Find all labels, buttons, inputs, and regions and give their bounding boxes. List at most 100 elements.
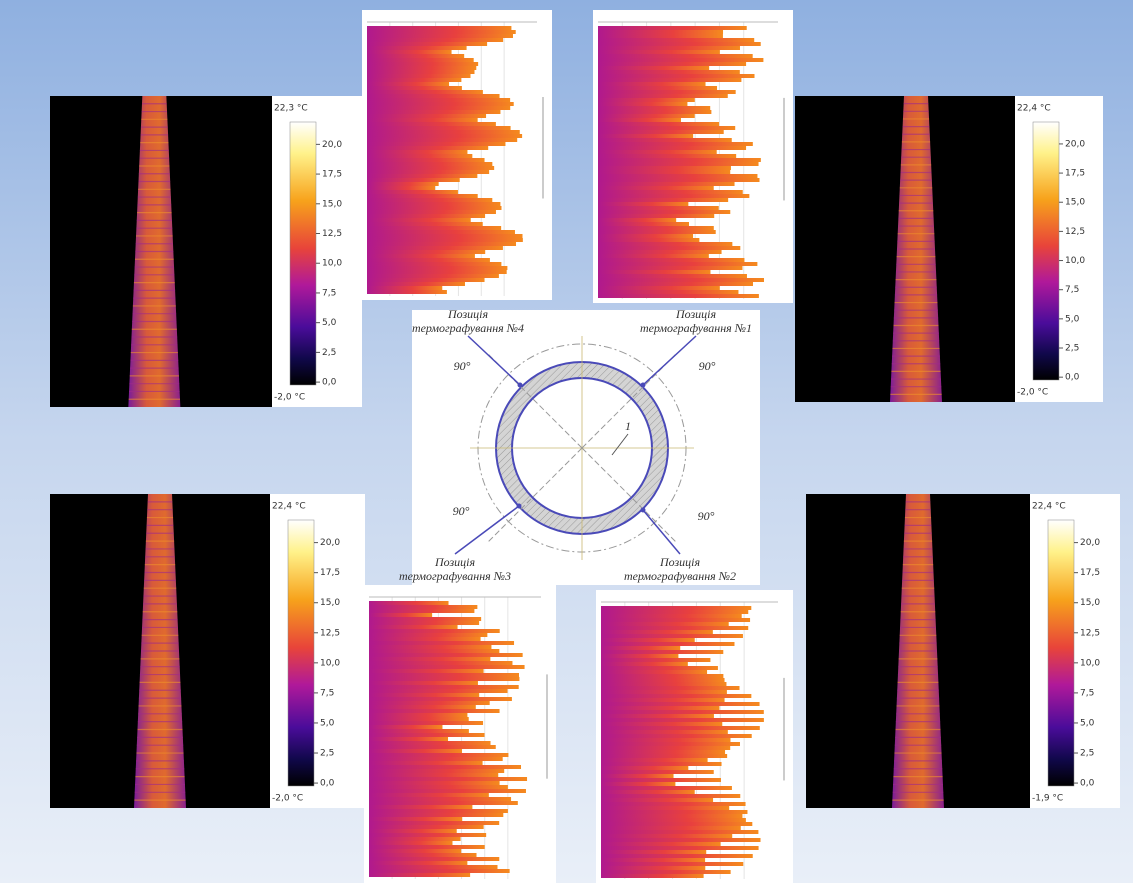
profile-bar: [601, 674, 723, 678]
profile-bar: [367, 218, 471, 222]
profile-bar: [598, 122, 719, 126]
profile-bar: [367, 110, 500, 114]
profile-bar: [601, 838, 761, 842]
colorbar-tick-label: 17,5: [322, 170, 342, 180]
profile-bar: [598, 82, 706, 86]
profile-bar: [367, 230, 515, 234]
profile-bar: [367, 50, 452, 54]
profile-bar: [598, 202, 688, 206]
profile-bar: [369, 613, 432, 617]
profile-bar: [598, 178, 760, 182]
colorbar-tick-label: 0,0: [1080, 779, 1095, 789]
angle-label: 90°: [454, 359, 471, 373]
profile-bar: [598, 246, 740, 250]
profile-side-text: [546, 674, 548, 778]
profile-bar: [369, 713, 467, 717]
profile-bar: [598, 86, 717, 90]
profile-bar: [598, 50, 720, 54]
profile-bar: [601, 654, 678, 658]
colorbar-tick-label: 10,0: [320, 658, 340, 668]
profile-bar: [598, 78, 741, 82]
profile-bar: [367, 118, 478, 122]
profile-bar: [601, 798, 713, 802]
colorbar-tick-label: 10,0: [322, 259, 342, 269]
profile-bar: [598, 266, 742, 270]
profile-bar: [369, 681, 478, 685]
profile-bar: [601, 642, 734, 646]
colorbar-tick-label: 7,5: [1065, 285, 1079, 295]
profile-bar: [601, 678, 725, 682]
profile-bar: [598, 258, 744, 262]
profile-bar: [367, 174, 477, 178]
profile-bar: [369, 717, 469, 721]
profile-bar: [601, 782, 675, 786]
colorbar-min: -2,0 °C: [272, 794, 303, 804]
profile-bar: [598, 238, 699, 242]
profile-bar: [367, 134, 522, 138]
profile-bar: [367, 126, 511, 130]
profile-bar: [369, 749, 462, 753]
profile-bar: [601, 818, 746, 822]
collage: 22,3 °C-2,0 °C20,017,515,012,510,07,55,0…: [0, 0, 1133, 883]
profile-bar: [598, 58, 763, 62]
profile-bar: [369, 653, 523, 657]
profile-bar: [367, 282, 465, 286]
profile-bar: [598, 142, 753, 146]
profile-bar: [601, 770, 714, 774]
colorbar-tick-label: 5,0: [1065, 314, 1080, 324]
colorbar-tick-label: 20,0: [320, 538, 340, 548]
profile-bar: [369, 709, 500, 713]
profile-bar: [598, 130, 724, 134]
profile-bar: [601, 826, 741, 830]
profile-bar: [598, 170, 730, 174]
profile-bar: [367, 86, 462, 90]
profile-bar: [601, 634, 743, 638]
profile-bar: [367, 62, 478, 66]
profile-bar: [601, 830, 758, 834]
profile-bar: [601, 722, 722, 726]
profile-bar: [367, 94, 500, 98]
profile-bar: [367, 66, 476, 70]
profile-bar: [369, 645, 491, 649]
profile-bar: [601, 714, 714, 718]
colorbar-tick-label: 7,5: [1080, 688, 1094, 698]
profile-bar: [367, 98, 510, 102]
profile-bar: [598, 242, 732, 246]
profile-bar: [369, 869, 510, 873]
profile-bar: [601, 622, 729, 626]
colorbar-tick-label: 12,5: [320, 628, 340, 638]
profile-bar: [367, 186, 435, 190]
profile-bar: [601, 666, 718, 670]
profile-bar: [369, 685, 519, 689]
profile-bar: [601, 610, 748, 614]
profile-bar: [601, 762, 722, 766]
profile-bar: [601, 694, 751, 698]
profile-bar: [369, 865, 498, 869]
profile-bar: [598, 158, 761, 162]
profile-bar: [601, 842, 721, 846]
profile-bar: [369, 621, 479, 625]
profile-bar: [367, 262, 501, 266]
profile-bar: [369, 781, 500, 785]
colorbar-max: 22,4 °C: [272, 502, 306, 512]
colorbar: [1048, 520, 1074, 786]
colorbar-tick-label: 2,5: [320, 749, 334, 759]
profile-bar: [598, 138, 732, 142]
colorbar-tick-label: 17,5: [1065, 169, 1085, 179]
profile-bar: [598, 150, 717, 154]
colorbar-tick-label: 5,0: [320, 718, 335, 728]
profile-bar: [367, 274, 499, 278]
colorbar-tick-label: 12,5: [322, 229, 342, 239]
profile-bar: [598, 74, 755, 78]
angle-label: 90°: [698, 509, 715, 523]
colorbar-tick-label: 15,0: [1065, 198, 1085, 208]
profile-bar: [369, 785, 508, 789]
profile-bar: [369, 725, 442, 729]
profile-bar: [369, 601, 449, 605]
profile-bar: [367, 266, 507, 270]
profile-bar: [367, 30, 516, 34]
profile-bar: [598, 262, 757, 266]
profile-bar: [598, 278, 764, 282]
profile-bar: [601, 706, 719, 710]
profile-bar: [369, 769, 504, 773]
